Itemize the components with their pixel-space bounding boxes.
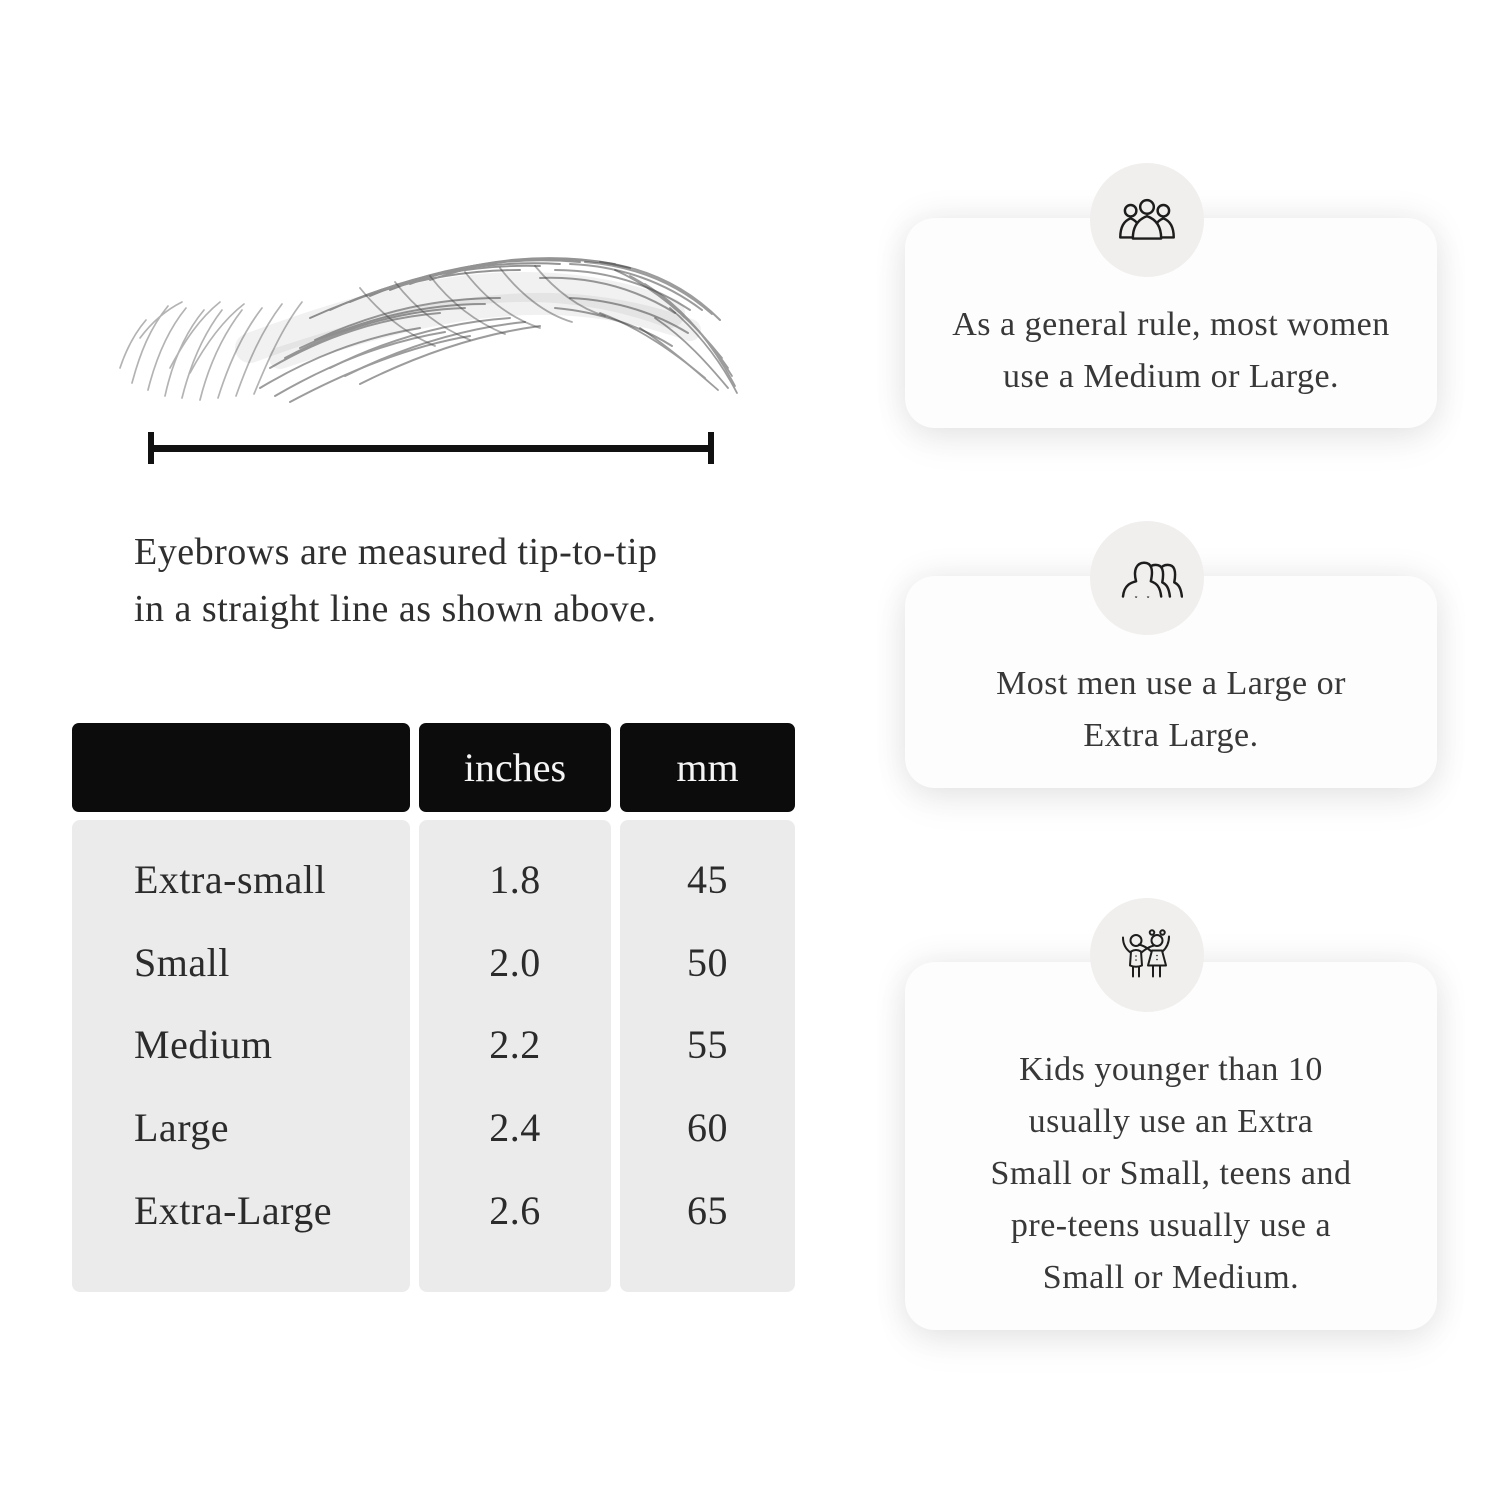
mm-value: 50 — [687, 939, 728, 985]
size-name: Large — [134, 1105, 230, 1151]
size-name: Extra-small — [134, 856, 327, 902]
men-icon-circle — [1090, 521, 1204, 635]
inches-value: 2.4 — [489, 1105, 541, 1151]
mm-column: 45 50 55 60 65 — [620, 820, 795, 1292]
eyebrow-illustration — [119, 257, 738, 403]
header-cell-mm: mm — [620, 723, 795, 812]
women-guidance-card: As a general rule, most women use a Medi… — [905, 218, 1437, 428]
kids-guidance-text: Kids younger than 10 usually use an Extr… — [990, 1050, 1352, 1296]
measurement-line — [148, 432, 714, 464]
header-cell-inches: inches — [419, 723, 611, 812]
women-icon-circle — [1090, 163, 1204, 277]
inches-column: 1.8 2.0 2.2 2.4 2.6 — [419, 820, 611, 1292]
inches-value: 1.8 — [489, 856, 541, 902]
measurement-caption: Eyebrows are measured tip-to-tip in a st… — [134, 531, 658, 630]
women-guidance-text: As a general rule, most women use a Medi… — [952, 305, 1390, 395]
measure-endcap-right — [708, 432, 714, 464]
men-guidance-text: Most men use a Large or Extra Large. — [996, 664, 1346, 754]
inches-value: 2.2 — [489, 1022, 541, 1068]
size-name: Small — [134, 939, 230, 985]
mm-value: 55 — [687, 1022, 728, 1068]
inches-value: 2.6 — [489, 1188, 541, 1234]
kids-icon-circle — [1090, 898, 1204, 1012]
mm-value: 65 — [687, 1188, 728, 1234]
size-name: Medium — [134, 1022, 273, 1068]
men-group-icon — [1121, 561, 1183, 598]
inches-value: 2.0 — [489, 939, 541, 985]
women-group-icon — [1119, 198, 1175, 240]
size-column: Extra-small Small Medium Large Extra-Lar… — [72, 820, 410, 1292]
size-table-header: inches mm — [72, 723, 795, 812]
size-table-body: Extra-small Small Medium Large Extra-Lar… — [72, 820, 795, 1292]
size-name: Extra-Large — [134, 1188, 332, 1234]
kids-guidance-card: Kids younger than 10 usually use an Extr… — [905, 962, 1437, 1330]
header-cell-size — [72, 723, 410, 812]
measure-bar — [148, 445, 714, 452]
kids-icon — [1122, 929, 1170, 978]
mm-value: 60 — [687, 1105, 728, 1151]
mm-value: 45 — [687, 856, 728, 902]
